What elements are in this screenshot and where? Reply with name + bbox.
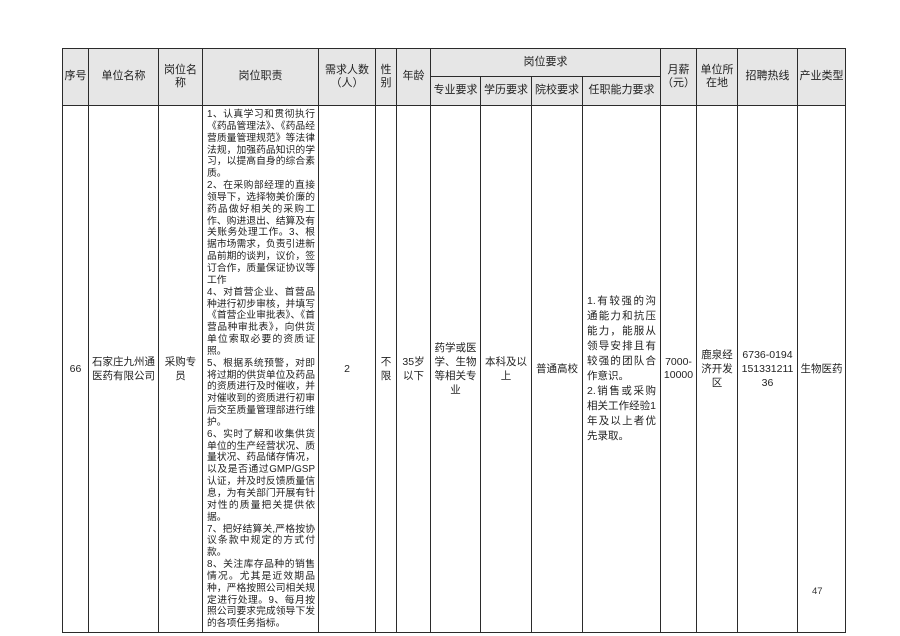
col-header-requirements-group: 岗位要求	[430, 48, 661, 77]
cell-unit-name: 石家庄九州通医药有限公司	[88, 104, 159, 634]
col-header-hotline: 招聘热线	[737, 48, 798, 106]
cell-seq: 66	[62, 104, 89, 634]
cell-industry: 生物医药	[797, 104, 846, 634]
col-header-headcount: 需求人数（人）	[318, 48, 376, 106]
col-header-salary: 月薪（元）	[660, 48, 697, 106]
col-header-duties: 岗位职责	[202, 48, 319, 106]
cell-position-name: 采购专员	[158, 104, 203, 634]
col-header-competency: 任职能力要求	[582, 76, 661, 106]
cell-hotline: 6736-0194 15133121136	[737, 104, 798, 634]
cell-education: 本科及以上	[480, 104, 532, 634]
page-number: 47	[812, 586, 823, 597]
col-header-position: 岗位名称	[158, 48, 203, 106]
cell-age: 35岁以下	[396, 104, 431, 634]
table-row: 66 石家庄九州通医药有限公司 采购专员 1、认真学习和贯彻执行《药品管理法》、…	[62, 104, 846, 634]
col-header-location: 单位所在地	[696, 48, 738, 106]
cell-school: 普通高校	[531, 104, 583, 634]
col-header-gender: 性别	[375, 48, 397, 106]
cell-duties: 1、认真学习和贯彻执行《药品管理法》、《药品经营质量管理规范》等法律法规，加强药…	[202, 104, 319, 634]
cell-location: 鹿泉经济开发区	[696, 104, 738, 634]
col-header-unit: 单位名称	[88, 48, 159, 106]
cell-headcount: 2	[318, 104, 376, 634]
col-header-education: 学历要求	[480, 76, 532, 106]
recruitment-table: 序号 单位名称 岗位名称 岗位职责 需求人数（人） 性别 年龄 岗位要求 月薪（…	[62, 48, 846, 634]
cell-major: 药学或医学、生物等相关专业	[430, 104, 481, 634]
col-header-age: 年龄	[396, 48, 431, 106]
cell-gender: 不限	[375, 104, 397, 634]
cell-salary: 7000-10000	[660, 104, 697, 634]
col-header-seq: 序号	[62, 48, 89, 106]
cell-competency: 1.有较强的沟通能力和抗压能力，能服从领导安排且有较强的团队合作意识。 2.销售…	[582, 104, 661, 634]
col-header-school: 院校要求	[531, 76, 583, 106]
col-header-major: 专业要求	[430, 76, 481, 106]
col-header-industry: 产业类型	[797, 48, 846, 106]
